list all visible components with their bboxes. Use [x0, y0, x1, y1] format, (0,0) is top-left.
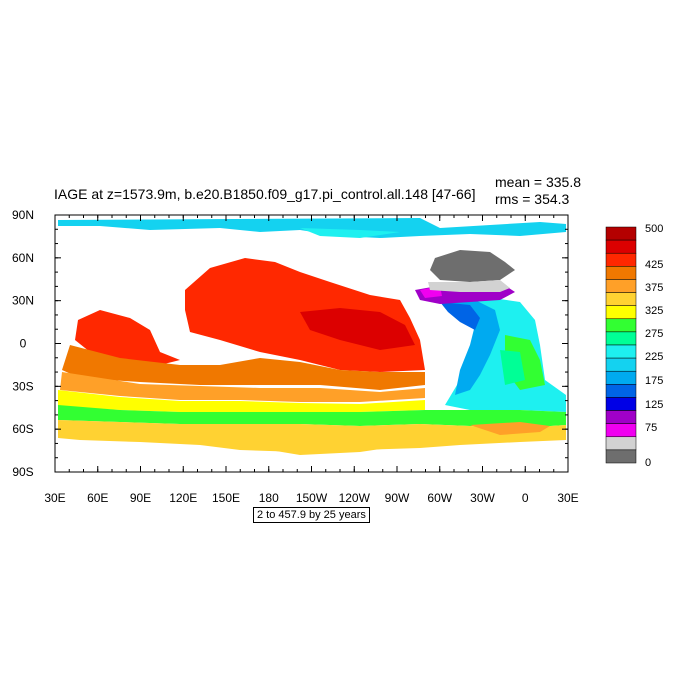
plot-title: IAGE at z=1573.9m, b.e20.B1850.f09_g17.p…: [54, 186, 476, 202]
y-tick-label: 60S: [12, 422, 33, 436]
x-tick-label: 90E: [130, 491, 151, 505]
y-axis: 90N 60N 30N 0 30S 60S 90S: [12, 208, 568, 479]
x-tick-label: 120W: [339, 491, 371, 505]
colorbar-label: 375: [645, 282, 663, 294]
stats-block: mean = 335.8 rms = 354.3: [495, 174, 581, 208]
ocean-field: [58, 218, 566, 455]
x-tick-label: 30E: [557, 491, 578, 505]
pacific-darkred: [300, 308, 415, 350]
x-tick-label: 150E: [212, 491, 240, 505]
south-lightorange: [60, 372, 425, 402]
y-tick-label: 90S: [12, 465, 33, 479]
colorbar-swatch: [605, 357, 637, 372]
y-tick-label: 30S: [12, 379, 33, 393]
colorbar-label: 325: [645, 305, 663, 317]
colorbar: 500 425 375 325 275 225 175 125 75 0: [605, 223, 663, 469]
south-lightorange-2: [470, 422, 550, 435]
atlantic-blue: [440, 300, 500, 395]
colorbar-swatch: [605, 436, 637, 451]
indian-red: [75, 310, 180, 365]
colorbar-swatch: [605, 318, 637, 333]
colorbar-label: 500: [645, 223, 663, 235]
colorbar-swatch: [605, 384, 637, 398]
colorbar-swatch: [605, 252, 637, 267]
south-orange: [62, 345, 425, 390]
colorbar-swatch: [605, 410, 637, 424]
colorbar-swatch: [605, 292, 637, 306]
colorbar-swatch: [605, 423, 637, 438]
x-tick-label: 60W: [427, 491, 452, 505]
x-tick-label: 90W: [385, 491, 410, 505]
arctic-patch: [300, 228, 400, 238]
colorbar-swatch: [605, 305, 637, 320]
x-tick-label: 120E: [169, 491, 197, 505]
atlantic-deepblue: [440, 302, 480, 330]
y-tick-label: 30N: [12, 294, 34, 308]
colorbar-swatch: [605, 397, 637, 411]
greenland: [430, 250, 515, 282]
colorbar-swatch: [605, 370, 637, 385]
x-tick-label: 180: [259, 491, 279, 505]
south-gold-2: [270, 440, 400, 455]
south-gold: [58, 420, 566, 452]
y-tick-label: 90N: [12, 208, 34, 222]
colorbar-swatch: [605, 266, 637, 280]
x-tick-label: 30W: [470, 491, 495, 505]
colorbar-label: 225: [645, 351, 663, 363]
y-tick-label: 0: [20, 337, 27, 351]
south-green: [58, 405, 566, 428]
colorbar-label: 275: [645, 328, 663, 340]
y-tick-label: 60N: [12, 251, 34, 265]
colorbar-label: 75: [645, 422, 657, 434]
colorbar-swatch: [605, 344, 637, 359]
x-tick-label: 30E: [44, 491, 65, 505]
colorbar-label: 425: [645, 259, 663, 271]
colorbar-swatch: [605, 449, 637, 464]
greenland-edge: [428, 280, 510, 292]
rms-label: rms = 354.3: [495, 191, 570, 207]
colorbar-label: 0: [645, 457, 651, 469]
colorbar-swatch: [605, 331, 637, 346]
colorbar-label: 125: [645, 399, 663, 411]
x-tick-label: 0: [522, 491, 529, 505]
contour-info-box: 2 to 457.9 by 25 years: [253, 507, 370, 523]
mean-label: mean = 335.8: [495, 174, 582, 190]
x-axis: 30E 60E 90E 120E 150E 180 150W 120W 90W 60W 30W 0 30…: [44, 215, 579, 505]
south-yellow: [58, 390, 425, 412]
colorbar-swatch: [605, 279, 637, 293]
atlantic-teal: [500, 350, 525, 385]
x-tick-label: 60E: [87, 491, 108, 505]
colorbar-swatch: [605, 239, 637, 254]
x-tick-label: 150W: [296, 491, 328, 505]
arctic-band: [58, 218, 566, 238]
colorbar-swatch: [605, 226, 637, 241]
colorbar-label: 175: [645, 375, 663, 387]
